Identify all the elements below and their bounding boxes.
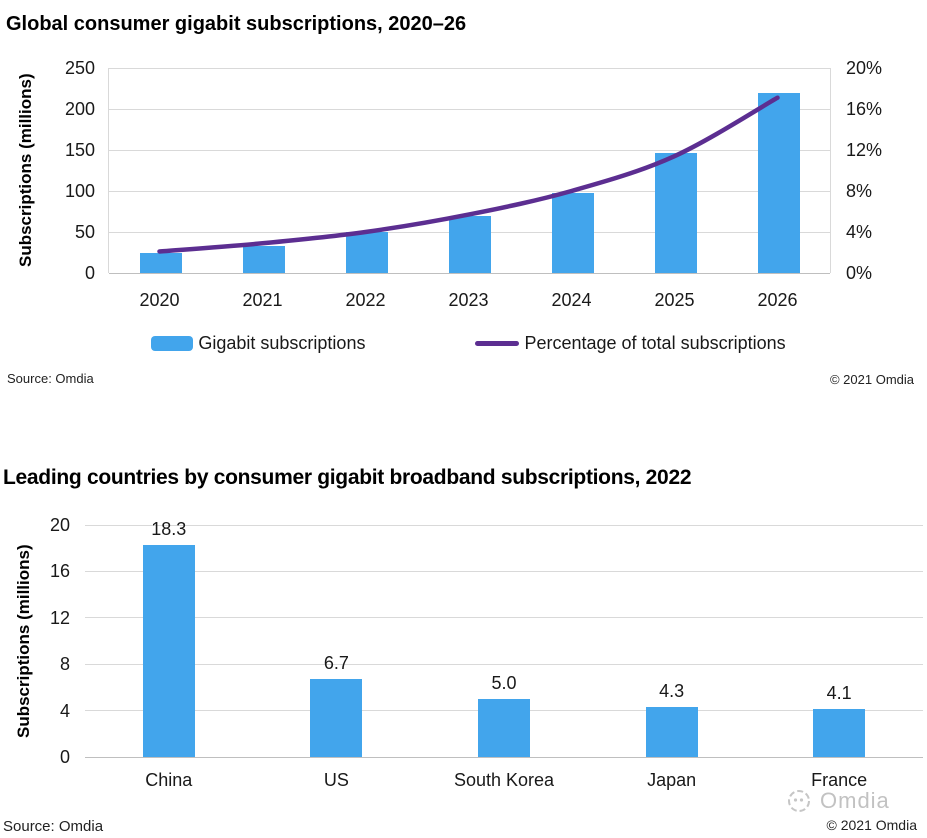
chart2-y-axis-label: Subscriptions (millions) (14, 544, 33, 738)
bar-2023 (448, 215, 491, 273)
x-label-2025: 2025 (654, 290, 695, 310)
y-right-tick-0%: 0% (846, 263, 873, 283)
bar-value-label-us: 6.7 (323, 653, 349, 674)
y-left-tick-200: 200 (64, 99, 95, 119)
x-label-us: US (323, 770, 349, 790)
y-left-tick-50: 50 (74, 222, 95, 242)
gridline-200 (109, 108, 830, 110)
y-tick-16: 16 (49, 561, 70, 582)
bar-value-label-france: 4.1 (826, 683, 852, 704)
gridline-20 (85, 524, 923, 526)
bar-2021 (242, 245, 285, 273)
legend-item-percentage-of-total-subscriptions: Percentage of total subscriptions (475, 332, 786, 354)
bar-japan (645, 707, 698, 757)
y-left-tick-100: 100 (64, 181, 95, 201)
bar-us (310, 679, 363, 757)
gridline-150 (109, 149, 830, 151)
gridline-0 (109, 272, 830, 274)
y-tick-0: 0 (59, 747, 70, 767)
x-label-2023: 2023 (448, 290, 489, 310)
gigabit-subscriptions-swatch-icon (151, 335, 194, 351)
x-label-2024: 2024 (551, 290, 592, 310)
y-right-tick-12%: 12% (846, 140, 883, 160)
chart2-title: Leading countries by consumer gigabit br… (3, 466, 692, 489)
y-left-tick-250: 250 (64, 58, 95, 78)
chart1-y-axis-label: Subscriptions (millions) (16, 73, 35, 267)
bar-2026 (757, 92, 800, 273)
chart1-title: Global consumer gigabit subscriptions, 2… (6, 13, 467, 35)
bar-2020 (139, 253, 182, 273)
bar-value-label-japan: 4.3 (659, 681, 685, 702)
omdia-watermark: Omdia (786, 788, 890, 814)
y-right-tick-4%: 4% (846, 222, 873, 242)
chart2-copyright: © 2021 Omdia (826, 817, 917, 833)
bar-south-korea (478, 699, 530, 757)
bar-2024 (551, 192, 594, 273)
y-right-tick-16%: 16% (846, 99, 883, 119)
x-label-2020: 2020 (139, 290, 180, 310)
omdia-watermark-text: Omdia (820, 788, 890, 813)
x-label-2021: 2021 (242, 290, 283, 310)
x-label-japan: Japan (647, 770, 697, 790)
percentage-of-total-subscriptions-line (157, 95, 780, 254)
y-tick-4: 4 (59, 700, 70, 721)
gridline-8 (85, 663, 923, 665)
chart1-source: Source: Omdia (7, 371, 94, 386)
chart1-legend: Gigabit subscriptions Percentage of tota… (108, 333, 829, 353)
y-tick-20: 20 (49, 515, 70, 535)
x-label-france: France (811, 770, 868, 790)
bar-france (813, 709, 866, 757)
chart2-source: Source: Omdia (3, 818, 104, 835)
y-tick-12: 12 (49, 607, 70, 628)
y-right-tick-20%: 20% (846, 58, 883, 78)
legend-item-gigabit-subscriptions: Gigabit subscriptions (151, 333, 365, 354)
y-left-tick-0: 0 (84, 263, 95, 283)
bar-value-label-china: 18.3 (151, 518, 187, 539)
legend-label-percentage-of-total-subscriptions: Percentage of total subscriptions (524, 332, 786, 353)
chart1-copyright: © 2021 Omdia (829, 372, 914, 387)
chart1-plot-area (108, 67, 831, 274)
gridline-250 (109, 67, 830, 69)
gridline-0 (85, 756, 923, 758)
bar-china (142, 544, 195, 757)
x-label-south-korea: South Korea (453, 770, 555, 790)
bar-value-label-south-korea: 5.0 (491, 673, 517, 693)
bar-2022 (345, 232, 388, 273)
y-left-tick-150: 150 (64, 140, 95, 160)
legend-label-gigabit-subscriptions: Gigabit subscriptions (198, 332, 366, 353)
y-right-tick-8%: 8% (846, 181, 873, 201)
omdia-watermark-logo-icon (788, 790, 810, 812)
x-label-2022: 2022 (345, 290, 386, 310)
x-label-china: China (145, 770, 193, 790)
percentage-line-swatch-icon (475, 340, 520, 346)
y-tick-8: 8 (59, 654, 70, 675)
percentage-line-plot (157, 95, 780, 254)
gridline-100 (109, 190, 830, 192)
gridline-12 (85, 617, 923, 619)
x-label-2026: 2026 (757, 290, 798, 310)
chart2-plot-area (85, 524, 923, 758)
gridline-16 (85, 570, 923, 572)
bar-2025 (654, 153, 697, 273)
